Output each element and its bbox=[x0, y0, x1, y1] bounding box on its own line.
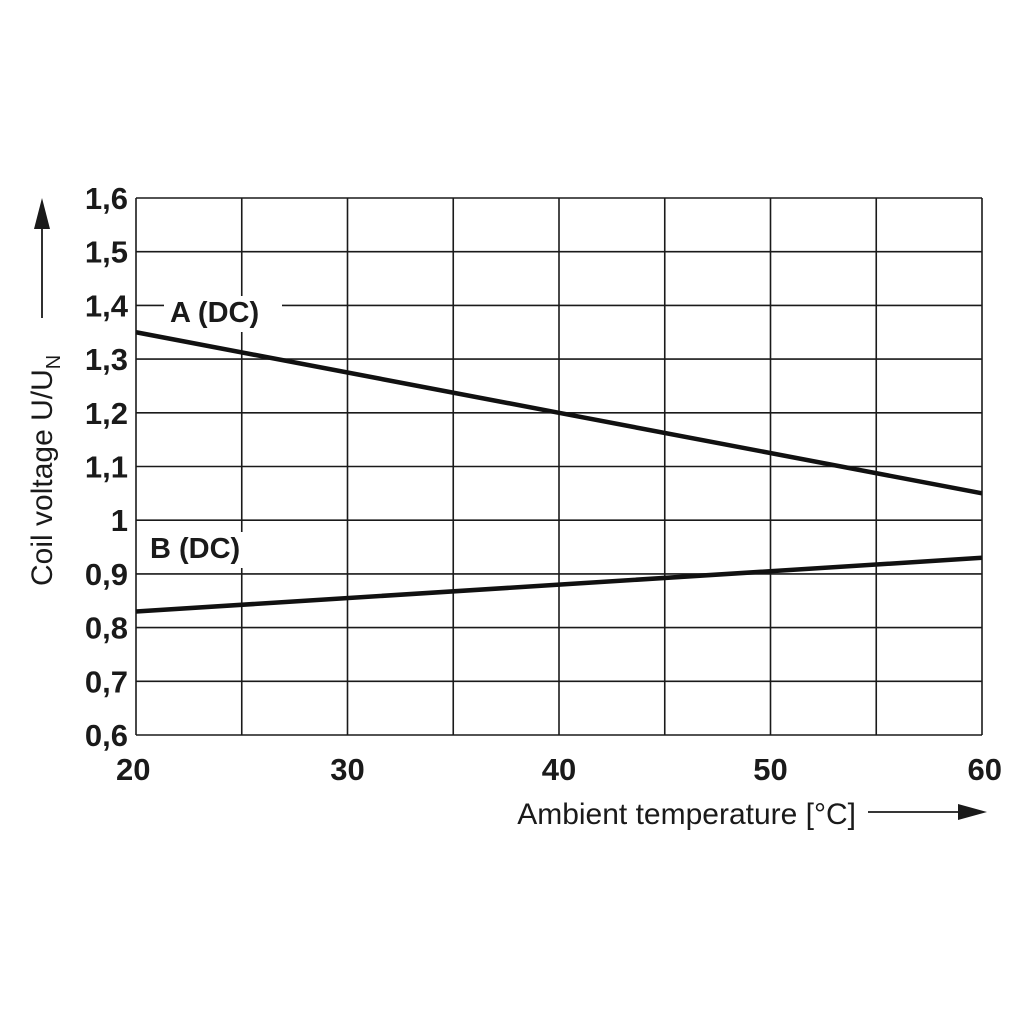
y-tick-label: 1,2 bbox=[85, 396, 128, 431]
y-axis-label: Coil voltage U/UN bbox=[26, 355, 65, 586]
y-tick-label: 0,6 bbox=[85, 718, 128, 753]
series-lines bbox=[135, 330, 983, 614]
y-axis-label-subscript: N bbox=[43, 355, 65, 369]
x-tick-label: 40 bbox=[542, 752, 576, 787]
x-tick-label: 50 bbox=[753, 752, 787, 787]
series-line-b bbox=[135, 555, 983, 614]
x-tick-label: 60 bbox=[968, 752, 1002, 787]
y-tick-label: 1 bbox=[111, 503, 128, 538]
x-tick-label: 30 bbox=[330, 752, 364, 787]
x-axis-arrow bbox=[868, 804, 987, 820]
y-tick-label: 0,7 bbox=[85, 664, 128, 699]
series-label-b: B (DC) bbox=[150, 533, 240, 565]
y-tick-label: 0,9 bbox=[85, 557, 128, 592]
series-line-a bbox=[135, 330, 983, 496]
y-tick-label: 1,5 bbox=[85, 235, 128, 270]
series-labels: A (DC) B (DC) bbox=[144, 296, 282, 568]
series-label-background bbox=[164, 296, 282, 332]
y-axis-arrow bbox=[34, 198, 50, 318]
y-axis-label-main: Coil voltage U/U bbox=[26, 369, 59, 586]
series-label-a: A (DC) bbox=[170, 297, 259, 329]
y-tick-labels: 0,6 0,7 0,8 0,9 1 1,1 1,2 1,3 1,4 1,5 1,6 bbox=[85, 181, 129, 753]
grid bbox=[135, 197, 983, 736]
y-tick-label: 1,4 bbox=[85, 288, 129, 323]
y-tick-label: 1,6 bbox=[85, 181, 128, 216]
y-tick-label: 0,8 bbox=[85, 611, 128, 646]
x-axis-label: Ambient temperature [°C] bbox=[517, 798, 856, 831]
y-tick-label: 1,1 bbox=[85, 450, 128, 485]
svg-text:Coil voltage U/UN: Coil voltage U/UN bbox=[26, 355, 65, 586]
x-tick-label: 20 bbox=[116, 752, 150, 787]
x-tick-labels: 20 30 40 50 60 bbox=[116, 752, 1002, 787]
series-label-background bbox=[144, 532, 262, 568]
y-tick-label: 1,3 bbox=[85, 342, 128, 377]
